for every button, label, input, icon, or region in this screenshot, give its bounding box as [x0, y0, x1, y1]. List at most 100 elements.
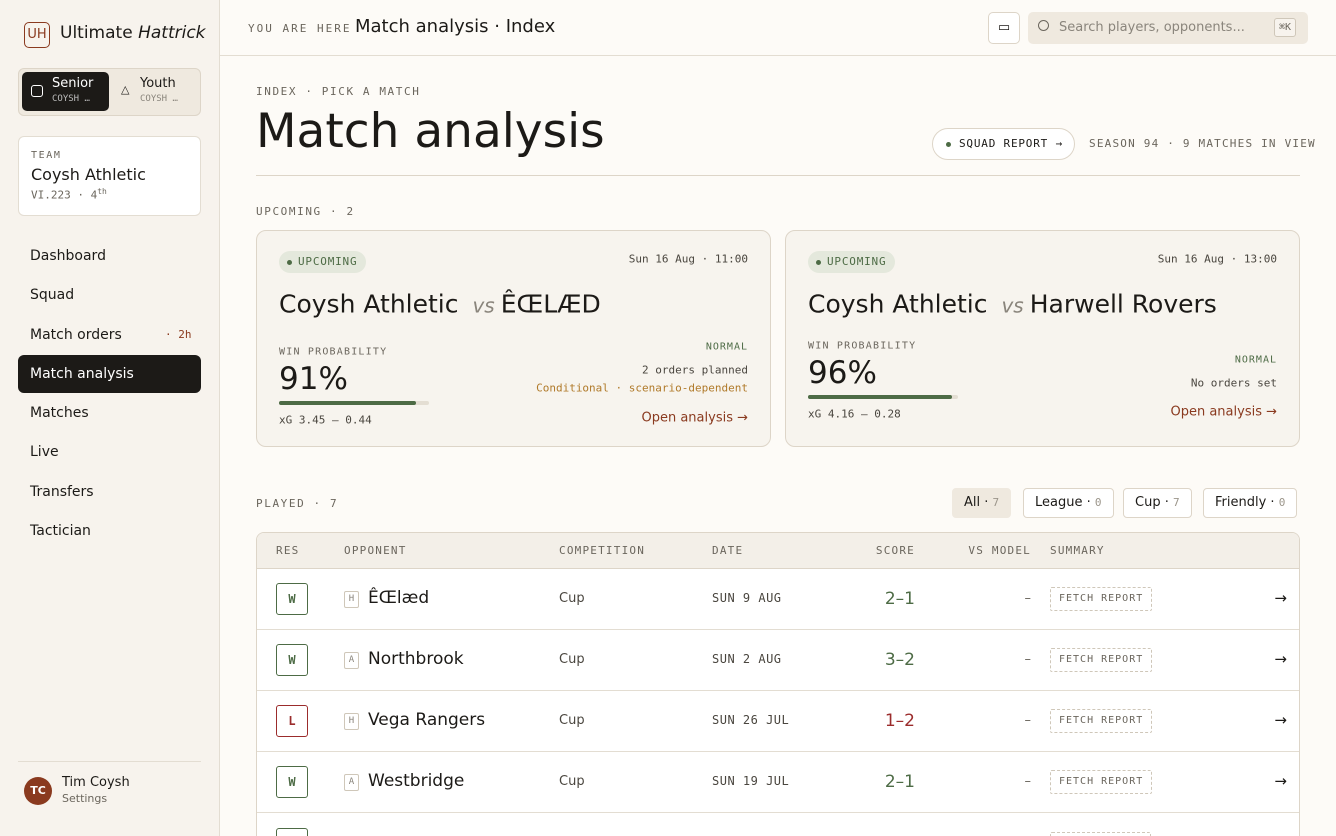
search[interactable]: Search players, opponents... ⌘K	[1028, 12, 1308, 44]
fetch-report-button[interactable]: FETCH REPORT	[1050, 648, 1153, 672]
venue-badge: A	[344, 652, 359, 669]
table-header	[257, 533, 1299, 569]
status-label: UPCOMING	[298, 255, 358, 268]
team-card[interactable]: TEAM Coysh Athletic VI.223 · 4th	[18, 136, 201, 216]
tab-label: Senior	[52, 76, 94, 91]
score: 1–2	[884, 711, 915, 731]
filter-count: 0	[1094, 496, 1102, 509]
nav-badge: · 2h	[165, 328, 192, 341]
team-meta-text: VI.223 · 4	[31, 188, 98, 202]
win-probability: 96%	[808, 355, 877, 391]
row	[257, 751, 1299, 752]
fetch-report-button[interactable]: FETCH REPORT	[1050, 709, 1153, 733]
match-card[interactable]: UPCOMING Sun 16 Aug · 13:00 Coysh Athletic…	[785, 230, 1300, 447]
score: 2–1	[884, 589, 915, 609]
match-date: Sun 16 Aug · 13:00	[1157, 252, 1277, 266]
crumb-label: YOU ARE HERE	[248, 22, 352, 35]
logo[interactable]: UH	[24, 22, 50, 48]
row-arrow[interactable]: →	[1274, 772, 1287, 790]
column-header: OPPONENT	[344, 544, 407, 557]
team-name: Coysh Athletic	[31, 165, 146, 184]
tab-sub: COYSH …	[52, 94, 90, 104]
open-analysis-link[interactable]: Open analysis →	[641, 410, 748, 426]
fetch-report-button	[1050, 832, 1151, 836]
competition: Cup	[559, 591, 585, 606]
filter-count: 7	[1172, 496, 1180, 509]
nav-item[interactable]: Dashboard	[30, 248, 106, 264]
nav-item[interactable]: Match analysis	[18, 355, 201, 393]
venue-badge: H	[344, 591, 359, 608]
mode: NORMAL	[1234, 354, 1277, 366]
team-away: ÊŒLÆD	[500, 289, 601, 319]
tab-icon: △	[121, 83, 130, 96]
season-info: SEASON 94 · 9 MATCHES IN VIEW	[1089, 137, 1316, 150]
settings-link[interactable]: Settings	[62, 792, 108, 805]
tab-senior[interactable]: Senior COYSH …	[22, 72, 109, 111]
user-name: Tim Coysh	[62, 775, 130, 790]
competition: Cup	[559, 774, 585, 789]
team-meta: VI.223 · 4th	[31, 187, 107, 202]
squad-report-button[interactable]: SQUAD REPORT →	[932, 128, 1075, 160]
filter-button[interactable]: Friendly · 0	[1203, 488, 1298, 518]
filter-button[interactable]: League · 0	[1023, 488, 1114, 518]
tab-youth[interactable]: △ Youth COYSH …	[112, 72, 199, 111]
date: SUN 2 AUG	[712, 652, 782, 666]
vs: vs	[1001, 293, 1024, 318]
nav-item[interactable]: Match orders	[30, 327, 122, 343]
result-badge: W	[276, 583, 308, 615]
score: 2–1	[884, 772, 915, 792]
filter-button[interactable]: Cup · 7	[1123, 488, 1192, 518]
open-analysis-link[interactable]: Open analysis →	[1170, 404, 1277, 420]
nav-item[interactable]: Matches	[30, 405, 89, 421]
status-badge: UPCOMING	[808, 251, 896, 273]
team-home: Coysh Athletic	[279, 289, 459, 319]
mode: NORMAL	[705, 341, 748, 353]
nav-item[interactable]: Squad	[30, 287, 75, 303]
search-icon	[1038, 20, 1049, 31]
status-dot	[287, 260, 292, 265]
fetch-report-button[interactable]: FETCH REPORT	[1050, 587, 1153, 611]
display-button[interactable]: ▭	[988, 12, 1020, 44]
date: SUN 26 JUL	[712, 713, 790, 727]
filter-label: Friendly	[1215, 495, 1267, 510]
tab-label: Youth	[140, 76, 176, 91]
fetch-report-button[interactable]: FETCH REPORT	[1050, 770, 1153, 794]
win-bar	[808, 395, 952, 399]
topbar-border	[220, 55, 1336, 56]
match-card[interactable]: UPCOMING Sun 16 Aug · 11:00 Coysh Athletic…	[256, 230, 771, 447]
vs-model: –	[1024, 774, 1032, 789]
tab-icon	[31, 85, 43, 97]
date: SUN 19 JUL	[712, 774, 790, 788]
row-arrow[interactable]: →	[1274, 589, 1287, 607]
page-title: Match analysis	[256, 104, 605, 159]
eyebrow: INDEX · PICK A MATCH	[256, 85, 421, 98]
avatar[interactable]: TC	[24, 777, 52, 805]
vs-model: –	[1024, 713, 1032, 728]
row-arrow[interactable]: →	[1274, 650, 1287, 668]
row	[257, 690, 1299, 691]
brand-italic: Hattrick	[138, 23, 206, 43]
team-away: Harwell Rovers	[1029, 289, 1217, 319]
nav-item[interactable]: Live	[30, 444, 59, 460]
xg: xG 4.16 – 0.28	[808, 407, 901, 421]
results-table: RES OPPONENT COMPETITION DATE SCORE VS MODEL S…	[256, 532, 1300, 836]
result-badge: W	[276, 766, 308, 798]
win-bar	[279, 401, 416, 405]
opponent[interactable]: Vega Rangers	[368, 710, 486, 730]
brand-text: Ultimate	[60, 23, 133, 43]
section-heading: UPCOMING · 2	[256, 205, 355, 218]
filter-label: All	[964, 495, 981, 510]
opponent[interactable]: ÊŒlæd	[368, 588, 430, 608]
opponent[interactable]: Northbrook	[368, 649, 464, 669]
column-header: RES	[276, 544, 300, 557]
nav-item[interactable]: Tactician	[30, 523, 91, 539]
team-home: Coysh Athletic	[808, 289, 988, 319]
orders: 2 orders planned	[642, 363, 748, 377]
opponent[interactable]: Westbridge	[368, 771, 465, 791]
filter-button[interactable]: All · 7	[952, 488, 1012, 518]
match-title: Coysh Athletic vs Harwell Rovers	[808, 290, 1217, 319]
row-arrow[interactable]: →	[1274, 711, 1287, 729]
nav-item[interactable]: Transfers	[30, 484, 94, 500]
row	[257, 812, 1299, 813]
